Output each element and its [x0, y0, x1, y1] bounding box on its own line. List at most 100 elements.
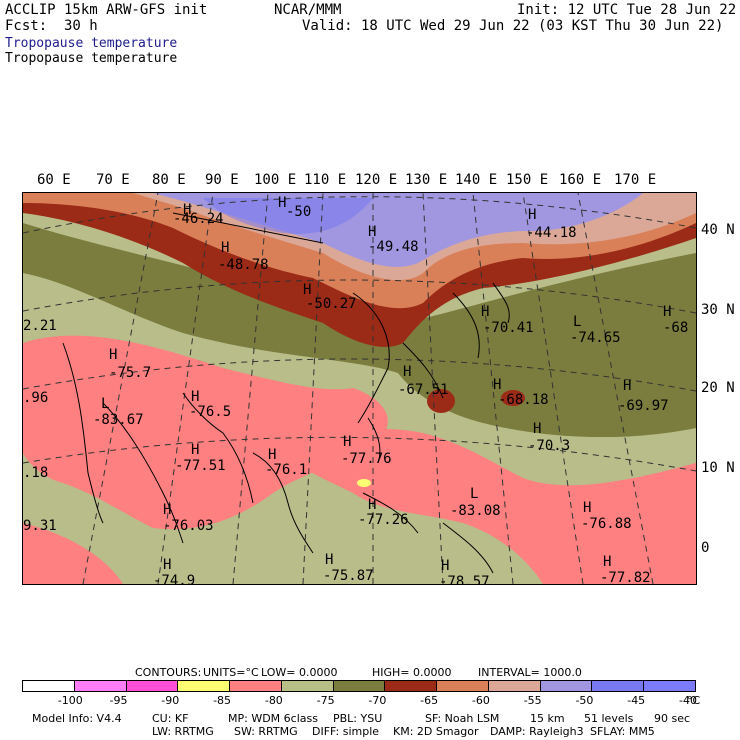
extremum-marker: H: [109, 348, 117, 362]
color-scale-label: -90: [161, 694, 180, 707]
band-minus-45: [203, 198, 373, 234]
lon-label: 160 E: [559, 172, 602, 188]
color-scale-label: -70: [368, 694, 387, 707]
extremum-value: -77.51: [175, 458, 226, 474]
lon-label: 150 E: [506, 172, 549, 188]
extremum-value: 9.31: [23, 518, 57, 534]
cu-scheme: CU: KF: [152, 712, 189, 725]
marker-letter: H: [163, 557, 172, 573]
extremum-value: -76.88: [581, 516, 632, 532]
lat-label: 0: [701, 540, 710, 556]
marker-letter: H: [663, 304, 672, 320]
marker-letter: H: [368, 497, 377, 513]
extremum-marker: H: [325, 553, 333, 567]
extremum-value: -67.51: [398, 382, 449, 398]
contours-label: CONTOURS:: [135, 666, 202, 679]
lon-label: 70 E: [96, 172, 130, 188]
extremum-marker: H: [663, 305, 671, 319]
extremum-value: -74.9: [153, 573, 196, 585]
band-minus-80: [23, 335, 388, 530]
color-scale-swatch: [125, 680, 179, 692]
extremum-marker: H: [278, 196, 286, 210]
color-scale-swatch: [384, 680, 438, 692]
color-scale-label: °C: [687, 694, 701, 707]
extremum-value: -68: [663, 320, 689, 336]
extremum-value: -50.27: [306, 296, 357, 312]
band-minus-80: [23, 523, 123, 584]
band-minus-80: [273, 428, 696, 584]
levels: 51 levels: [584, 712, 634, 725]
sw-scheme: SW: RRTMG: [234, 725, 298, 738]
extremum-marker: L: [573, 315, 581, 329]
lat-label: 10 N: [701, 460, 735, 476]
extremum-marker: H: [441, 559, 449, 573]
extremum-marker: H: [221, 241, 229, 255]
tropopause-temperature-map: H -46.24 H -50 H -44.18 H -49.48 H -48.7…: [22, 192, 697, 585]
lon-label: 100 E: [254, 172, 297, 188]
lat-label: 30 N: [701, 302, 735, 318]
marker-letter: H: [163, 502, 172, 518]
extremum-value: -83.67: [93, 412, 144, 428]
band-minus-85: [357, 479, 371, 487]
diff-scheme: DIFF: simple: [312, 725, 380, 738]
color-scale-label: -85: [213, 694, 232, 707]
resolution: 15 km: [530, 712, 565, 725]
marker-letter: H: [603, 554, 612, 570]
marker-letter: H: [109, 347, 118, 363]
color-scale-label: -100: [57, 694, 83, 707]
org-label: NCAR/MMM: [274, 2, 342, 18]
color-scale-swatch: [643, 680, 696, 692]
init-time: Init: 12 UTC Tue 28 Jun 22: [517, 2, 737, 18]
extremum-value: -76.1: [265, 462, 308, 478]
extremum-value: -78.57: [439, 574, 490, 585]
color-scale-swatch: [436, 680, 489, 692]
contours-high: HIGH= 0.0000: [372, 666, 452, 679]
extremum-marker: H: [343, 435, 351, 449]
color-scale-swatch: [177, 680, 231, 692]
marker-letter: H: [221, 240, 230, 256]
color-scale-label: -95: [109, 694, 128, 707]
extremum-marker: H: [481, 305, 489, 319]
color-scale-swatch: [73, 680, 127, 692]
field-title: Tropopause temperature: [5, 51, 178, 66]
extremum-value: -74.65: [570, 330, 621, 346]
marker-letter: H: [325, 552, 334, 568]
extremum-value: -50: [286, 204, 312, 220]
lon-label: 60 E: [37, 172, 71, 188]
color-scale-swatch: [539, 680, 593, 692]
marker-letter: L: [101, 396, 110, 412]
mp-scheme: MP: WDM 6class: [228, 712, 318, 725]
extremum-marker: H: [623, 379, 631, 393]
contours-low: LOW= 0.0000: [261, 666, 338, 679]
marker-letter: H: [583, 500, 592, 516]
extremum-marker: H: [191, 390, 199, 404]
fcst-value: 30 h: [64, 18, 98, 34]
marker-letter: H: [533, 421, 542, 437]
field-title-blue: Tropopause temperature: [5, 36, 178, 51]
coastline: [62, 212, 510, 574]
extremum-value: -77.76: [341, 451, 392, 467]
extremum-value: -68.18: [498, 392, 549, 408]
color-scale-label: -75: [316, 694, 335, 707]
extremum-value: .18: [23, 465, 49, 481]
extremum-marker: H: [583, 501, 591, 515]
marker-letter: H: [191, 389, 200, 405]
extremum-marker: H: [368, 498, 376, 512]
marker-letter: H: [623, 378, 632, 394]
marker-letter: H: [191, 442, 200, 458]
extremum-value: -46.24: [173, 211, 224, 227]
extremum-marker: H: [528, 208, 536, 222]
marker-letter: H: [183, 202, 192, 218]
km-scheme: KM: 2D Smagor: [393, 725, 479, 738]
marker-letter: H: [441, 558, 450, 574]
color-scale-swatch: [280, 680, 334, 692]
color-scale-swatch: [487, 680, 541, 692]
model-info: Model Info: V4.4: [32, 712, 122, 725]
extremum-value: -77.26: [358, 512, 409, 528]
color-scale-label: -45: [627, 694, 646, 707]
contours-units: UNITS=°C: [203, 666, 259, 679]
extremum-value: -70.41: [483, 320, 534, 336]
extremum-marker: H: [533, 422, 541, 436]
extremum-marker: H: [183, 203, 191, 217]
lon-label: 140 E: [455, 172, 498, 188]
